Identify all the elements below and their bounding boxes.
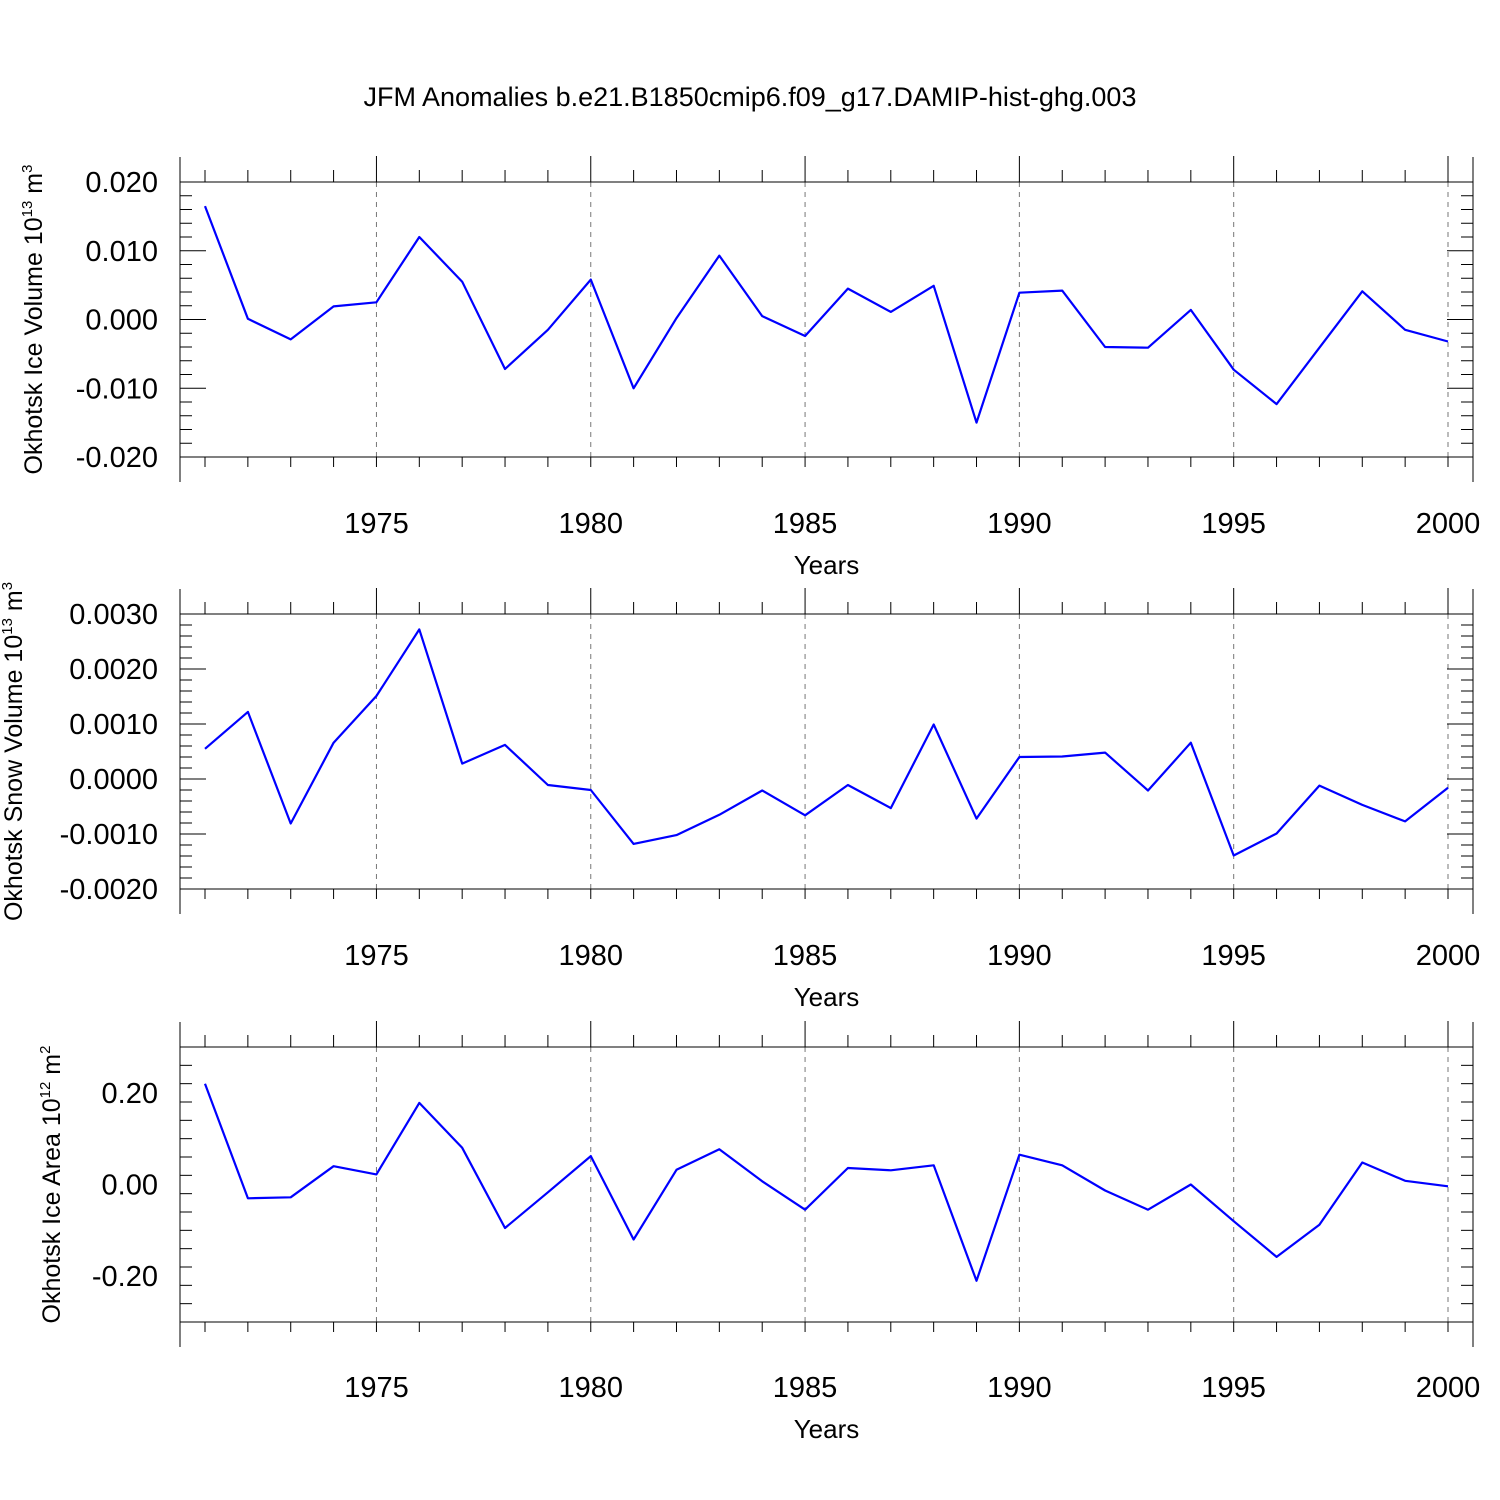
x-tick-label: 1985	[773, 1372, 838, 1404]
chart-title: JFM Anomalies b.e21.B1850cmip6.f09_g17.D…	[364, 82, 1137, 112]
y-tick-label: -0.20	[92, 1261, 158, 1293]
y-tick-label: 0.020	[85, 167, 158, 199]
y-axis-label: Okhotsk Ice Volume 1013 m3	[19, 165, 48, 475]
series-line	[204, 628, 1449, 857]
x-tick-label: 1975	[344, 940, 409, 972]
x-tick-label: 1980	[559, 508, 624, 540]
x-tick-label: 1985	[773, 940, 838, 972]
y-tick-label: 0.0010	[69, 709, 158, 741]
x-tick-label: 1990	[987, 1372, 1052, 1404]
x-tick-label: 1990	[987, 508, 1052, 540]
y-tick-label: -0.0020	[60, 874, 158, 906]
x-tick-label: 2000	[1416, 508, 1481, 540]
y-tick-label: -0.010	[76, 373, 158, 405]
y-axis-label: Okhotsk Snow Volume 1013 m3	[0, 582, 28, 921]
x-tick-label: 1980	[559, 940, 624, 972]
x-tick-label: 2000	[1416, 1372, 1481, 1404]
x-tick-label: 1995	[1201, 1372, 1266, 1404]
y-tick-label: 0.0000	[69, 764, 158, 796]
panel-2: -0.0020 -0.0010 0.0000 0.0010 0.0020 0.0030 19…	[0, 582, 1480, 1012]
x-tick-label: 2000	[1416, 940, 1481, 972]
x-tick-label: 1975	[344, 1372, 409, 1404]
x-axis-label: Years	[794, 550, 860, 580]
y-axis-label: Okhotsk Ice Area 1012 m2	[37, 1046, 66, 1324]
x-tick-label: 1985	[773, 508, 838, 540]
y-tick-label: -0.0010	[60, 819, 158, 851]
y-tick-label: -0.020	[76, 442, 158, 474]
y-tick-label: 0.010	[85, 236, 158, 268]
panel-3: -0.20 0.00 0.20 1975 1980 1985 1990 1995 2000 Yea…	[37, 1021, 1480, 1444]
x-tick-label: 1975	[344, 508, 409, 540]
x-tick-label: 1980	[559, 1372, 624, 1404]
x-tick-label: 1995	[1201, 508, 1266, 540]
y-tick-label: 0.000	[85, 305, 158, 337]
y-tick-label: 0.20	[102, 1078, 158, 1110]
x-tick-label: 1990	[987, 940, 1052, 972]
y-tick-label: 0.0030	[69, 599, 158, 631]
x-axis-label: Years	[794, 1414, 860, 1444]
y-tick-label: 0.0020	[69, 654, 158, 686]
panel-1: -0.020 -0.010 0.000 0.010 0.020 1975 1980 1985 1…	[19, 156, 1480, 580]
series-line	[203, 205, 1449, 424]
series-line	[203, 1083, 1449, 1282]
y-tick-label: 0.00	[102, 1170, 158, 1202]
x-tick-label: 1995	[1201, 940, 1266, 972]
x-axis-label: Years	[794, 982, 860, 1012]
